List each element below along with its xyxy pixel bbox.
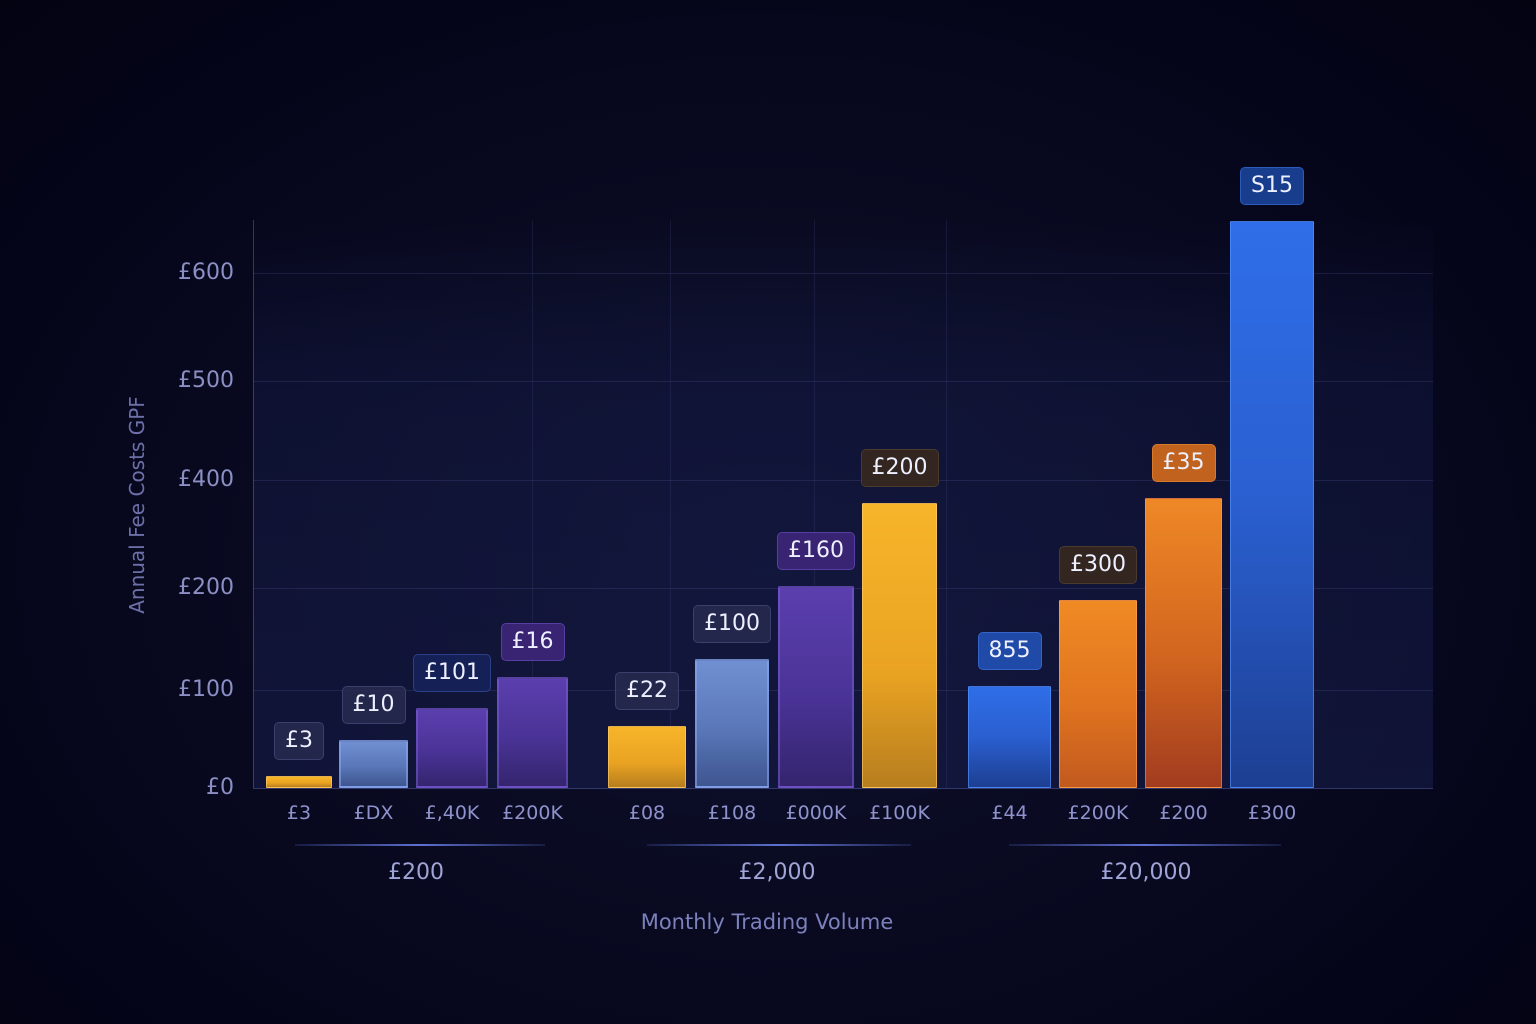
- y-axis-line: [253, 220, 254, 788]
- group-bracket-line: [647, 844, 911, 846]
- bar-value-label: £35: [1151, 444, 1216, 482]
- y-tick-label: £0: [206, 775, 234, 800]
- bar[interactable]: [1059, 600, 1137, 788]
- bar[interactable]: [497, 677, 568, 788]
- bar-value-label: £200: [860, 449, 939, 487]
- gridline-horizontal: [253, 480, 1433, 481]
- bar-value-label: £16: [500, 623, 565, 661]
- group-bracket-line: [295, 844, 545, 846]
- x-axis-line: [253, 788, 1433, 789]
- bar-value-label: £22: [615, 672, 679, 710]
- x-tick-label: £108: [707, 802, 757, 824]
- x-tick-label: £200: [1159, 802, 1208, 824]
- bar-value-label: £10: [341, 686, 406, 724]
- x-tick-label: £3: [286, 802, 312, 824]
- bar-value-label: S15: [1240, 167, 1304, 205]
- bar[interactable]: [1230, 221, 1314, 788]
- bar[interactable]: [416, 708, 488, 788]
- y-tick-label: £500: [178, 368, 234, 393]
- x-tick-label: £300: [1247, 802, 1297, 824]
- bar-value-label: £3: [274, 722, 324, 760]
- bar-value-label: £101: [413, 654, 491, 692]
- x-tick-label: £200K: [1067, 802, 1129, 824]
- x-tick-label: £,40K: [424, 802, 480, 824]
- x-tick-label: £44: [991, 802, 1028, 824]
- bar-value-label: 855: [977, 632, 1042, 670]
- gridline-vertical: [532, 220, 533, 788]
- bar-value-label: £100: [693, 605, 771, 643]
- bar[interactable]: [695, 659, 769, 788]
- gridline-vertical: [814, 220, 815, 788]
- gridline-vertical: [670, 220, 671, 788]
- bar-value-label: £160: [777, 532, 855, 570]
- bar[interactable]: [266, 776, 332, 788]
- group-label: £200: [388, 860, 444, 885]
- group-label: £20,000: [1100, 860, 1192, 885]
- x-tick-label: £08: [628, 802, 666, 824]
- bar[interactable]: [339, 740, 408, 788]
- bar[interactable]: [968, 686, 1051, 788]
- y-tick-label: £100: [178, 677, 234, 702]
- bar[interactable]: [1145, 498, 1222, 788]
- bar[interactable]: [778, 586, 854, 788]
- gridline-horizontal: [253, 273, 1433, 274]
- y-tick-label: £400: [178, 467, 234, 492]
- bar[interactable]: [862, 503, 937, 788]
- x-axis-title: Monthly Trading Volume: [640, 910, 894, 934]
- gridline-horizontal: [253, 381, 1433, 382]
- group-bracket-line: [1009, 844, 1281, 846]
- y-tick-label: £600: [178, 260, 234, 285]
- x-tick-label: £200K: [502, 802, 563, 824]
- x-tick-label: £000K: [785, 802, 847, 824]
- y-axis-title: Annual Fee Costs GPF: [125, 396, 149, 614]
- bar-value-label: £300: [1059, 546, 1137, 584]
- group-label: £2,000: [738, 860, 816, 885]
- x-tick-label: £100K: [869, 802, 930, 824]
- bar[interactable]: [608, 726, 686, 788]
- gridline-vertical: [946, 220, 947, 788]
- y-tick-label: £200: [178, 575, 234, 600]
- x-tick-label: £DX: [353, 802, 394, 824]
